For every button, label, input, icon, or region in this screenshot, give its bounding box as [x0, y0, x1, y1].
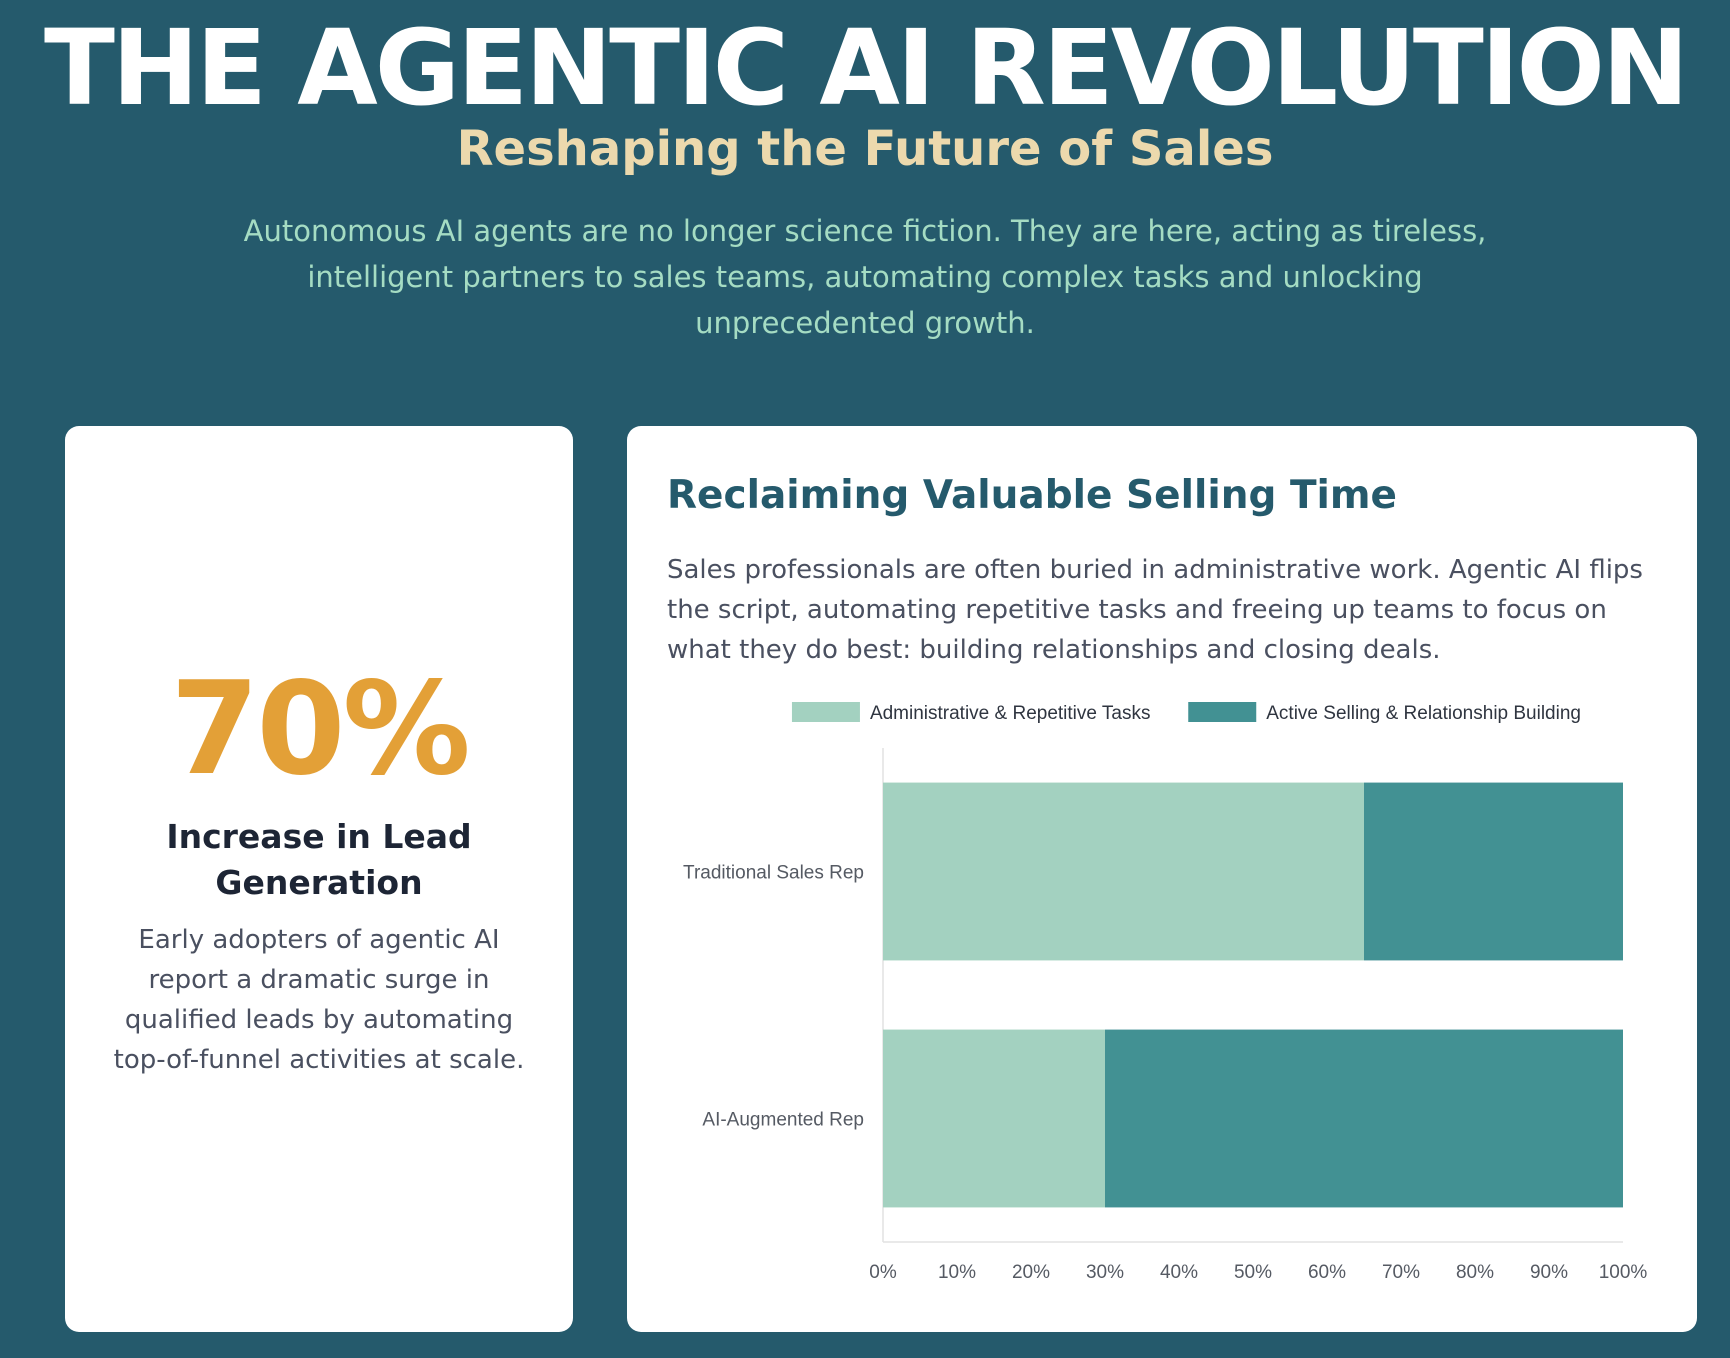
- x-tick-label: 100%: [1599, 1262, 1648, 1283]
- x-tick-label: 60%: [1308, 1262, 1346, 1283]
- legend-label: Active Selling & Relationship Building: [1266, 703, 1581, 724]
- legend-swatch: [791, 702, 860, 722]
- stat-value: 70%: [170, 655, 470, 804]
- chart-card: Reclaiming Valuable Selling Time Sales p…: [627, 426, 1697, 1332]
- x-tick-label: 10%: [938, 1262, 976, 1283]
- stat-description: Early adopters of agentic AI report a dr…: [113, 925, 525, 1075]
- x-tick-label: 20%: [1012, 1262, 1050, 1283]
- x-tick-label: 80%: [1456, 1262, 1494, 1283]
- stat-label: Increase in Lead Generation: [166, 817, 472, 902]
- x-tick-label: 0%: [869, 1262, 897, 1283]
- hero-description: Autonomous AI agents are no longer scien…: [243, 214, 1487, 340]
- page-subtitle: Reshaping the Future of Sales: [456, 121, 1274, 177]
- stat-card: 70% Increase in Lead Generation Early ad…: [65, 426, 573, 1332]
- bar-admin: [883, 782, 1364, 961]
- bar-selling: [1364, 782, 1623, 961]
- legend-swatch: [1188, 702, 1257, 722]
- x-tick-label: 90%: [1530, 1262, 1568, 1283]
- chart-card-description: Sales professionals are often buried in …: [667, 555, 1643, 665]
- category-label: AI-Augmented Rep: [702, 1110, 864, 1131]
- x-tick-label: 50%: [1234, 1262, 1272, 1283]
- chart-card-title: Reclaiming Valuable Selling Time: [667, 473, 1398, 518]
- category-label: Traditional Sales Rep: [683, 863, 864, 884]
- selling-time-chart: Traditional Sales Rep AI-Augmented Rep 0% 1…: [683, 702, 1648, 1283]
- x-tick-label: 30%: [1086, 1262, 1124, 1283]
- bar-admin: [883, 1029, 1105, 1208]
- x-tick-label: 70%: [1382, 1262, 1420, 1283]
- x-tick-label: 40%: [1160, 1262, 1198, 1283]
- page-title: THE AGENTIC AI REVOLUTION: [43, 7, 1689, 129]
- legend-label: Administrative & Repetitive Tasks: [870, 703, 1151, 724]
- bar-selling: [1105, 1029, 1623, 1208]
